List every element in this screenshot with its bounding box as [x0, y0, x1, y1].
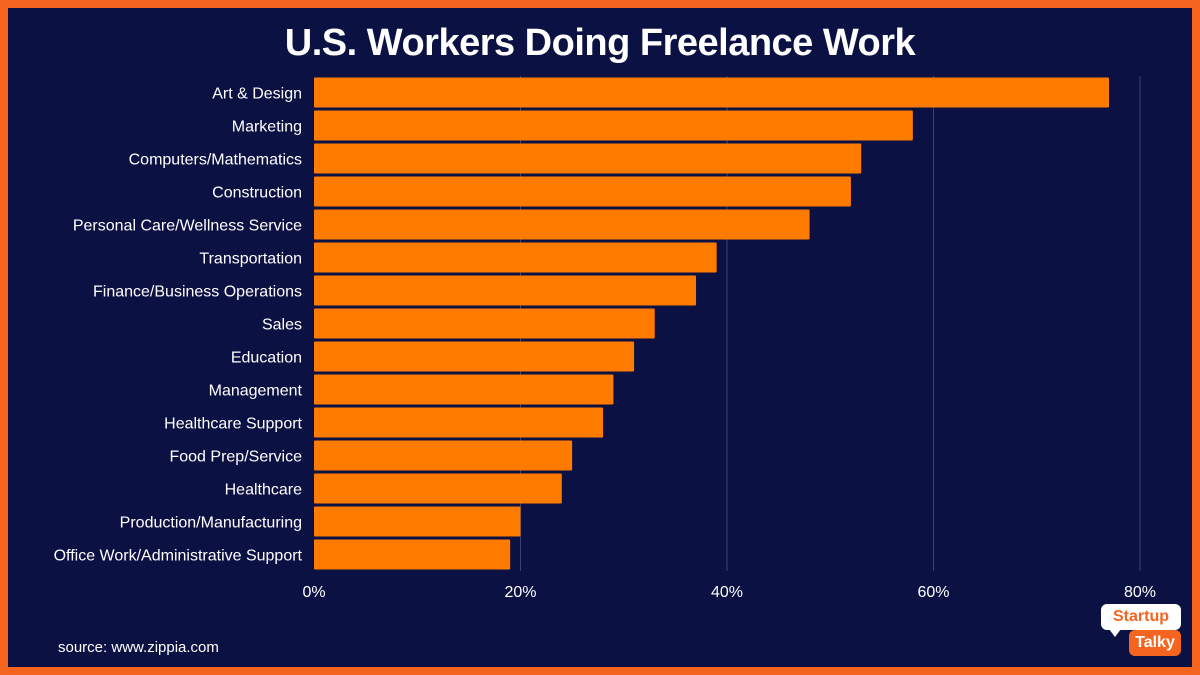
- x-tick-label: 20%: [504, 584, 536, 601]
- bar: [314, 341, 635, 372]
- category-label: Personal Care/Wellness Service: [73, 218, 302, 235]
- bar: [314, 506, 521, 537]
- category-label: Sales: [262, 317, 302, 334]
- category-label: Production/Manufacturing: [120, 515, 302, 532]
- x-tick-label: 60%: [917, 584, 949, 601]
- bar: [314, 176, 851, 207]
- category-label: Finance/Business Operations: [93, 284, 302, 301]
- bar: [314, 77, 1110, 108]
- bar: [314, 110, 913, 141]
- bar: [314, 143, 862, 174]
- bar: [314, 539, 511, 570]
- startup-talky-logo: Startup Talky: [1101, 604, 1183, 662]
- x-tick-label: 80%: [1124, 584, 1156, 601]
- category-label: Transportation: [199, 251, 302, 268]
- bar: [314, 473, 562, 504]
- category-label: Computers/Mathematics: [129, 152, 302, 169]
- x-tick-label: 40%: [711, 584, 743, 601]
- bar: [314, 242, 717, 273]
- category-label: Healthcare Support: [164, 416, 302, 433]
- source-note: source: www.zippia.com: [58, 639, 219, 656]
- category-label: Marketing: [232, 119, 302, 136]
- chart-frame: U.S. Workers Doing Freelance Work Art & …: [8, 8, 1192, 667]
- bar: [314, 440, 573, 471]
- chart-title: U.S. Workers Doing Freelance Work: [284, 22, 916, 64]
- category-label: Management: [209, 383, 303, 400]
- bar: [314, 308, 655, 339]
- logo-line-2: Talky: [1129, 630, 1181, 656]
- logo-line-1: Startup: [1101, 604, 1181, 637]
- category-label: Education: [231, 350, 302, 367]
- bar: [314, 374, 614, 405]
- category-label: Office Work/Administrative Support: [54, 548, 303, 565]
- category-label: Construction: [212, 185, 302, 202]
- category-label: Art & Design: [212, 86, 302, 103]
- x-tick-label: 0%: [302, 584, 325, 601]
- bar: [314, 209, 810, 240]
- category-label: Healthcare: [225, 482, 302, 499]
- bar: [314, 275, 697, 306]
- bar: [314, 407, 604, 438]
- category-label: Food Prep/Service: [169, 449, 302, 466]
- bar-chart: Art & Design Marketing Computers/Mathemati…: [54, 76, 1156, 601]
